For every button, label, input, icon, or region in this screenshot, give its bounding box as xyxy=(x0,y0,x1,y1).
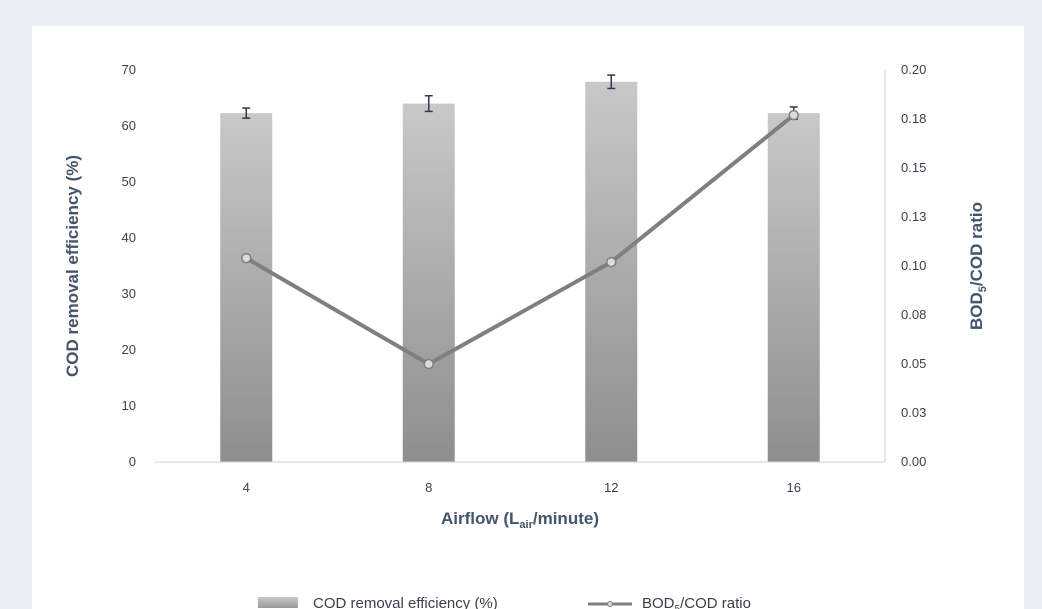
legend-line-label-main: BOD xyxy=(642,595,675,609)
y-right-tick-0.10: 0.10 xyxy=(901,258,926,273)
legend-line-label-end: /COD ratio xyxy=(680,595,751,609)
y-right-tick-0.00: 0.00 xyxy=(901,454,926,469)
y-left-tick-70: 70 xyxy=(122,62,136,77)
x-tick-12: 12 xyxy=(604,480,618,495)
legend: COD removal efficiency (%) BOD5/COD rati… xyxy=(258,595,751,609)
legend-line-marker xyxy=(607,601,613,607)
x-title-sub: air xyxy=(519,519,533,531)
y-right-title-main: BOD xyxy=(967,292,986,330)
legend-line-label: BOD5/COD ratio xyxy=(642,595,751,609)
y-left-tick-0: 0 xyxy=(129,454,136,469)
y-left-tick-50: 50 xyxy=(122,174,136,189)
line-point-8 xyxy=(423,358,434,370)
x-tick-4: 4 xyxy=(243,480,250,495)
legend-bar-swatch xyxy=(258,597,298,608)
y-right-title-end: /COD ratio xyxy=(967,202,986,286)
left-tick-labels: 0 10 20 30 40 50 60 70 xyxy=(122,62,136,469)
y-right-tick-0.05: 0.05 xyxy=(901,356,926,371)
legend-bar-label: COD removal efficiency (%) xyxy=(313,595,498,609)
right-tick-labels: 0.00 0.03 0.05 0.08 0.10 0.13 0.15 0.18 0.20 xyxy=(901,62,926,469)
legend-line-label-sub: 5 xyxy=(675,604,681,609)
line-point-16 xyxy=(788,109,799,121)
error-bars-group xyxy=(242,74,798,121)
line-series-group xyxy=(241,109,799,370)
y-left-tick-40: 40 xyxy=(122,230,136,245)
ratio-line xyxy=(245,113,796,366)
y-left-axis-title: COD removal efficiency (%) xyxy=(63,155,82,377)
chart-svg: 0 10 20 30 40 50 60 70 0.00 0.03 0.05 0.08 0.10 0.13… xyxy=(63,62,989,609)
chart-panel: 0 10 20 30 40 50 60 70 0.00 0.03 0.05 0.08 0.10 0.13… xyxy=(32,26,1024,609)
y-left-tick-30: 30 xyxy=(122,286,136,301)
x-tick-labels: 4 8 12 16 xyxy=(243,480,801,495)
y-right-tick-0.15: 0.15 xyxy=(901,160,926,175)
bar-8 xyxy=(402,103,455,462)
line-point-12 xyxy=(606,256,617,268)
x-tick-8: 8 xyxy=(425,480,432,495)
y-right-tick-0.18: 0.18 xyxy=(901,111,926,126)
y-right-axis-title: BOD5/COD ratio xyxy=(967,202,989,330)
y-left-tick-60: 60 xyxy=(122,118,136,133)
x-axis-title: Airflow (Lair/minute) xyxy=(441,509,599,531)
y-left-tick-20: 20 xyxy=(122,342,136,357)
x-tick-16: 16 xyxy=(787,480,801,495)
x-title-end: /minute) xyxy=(533,509,599,528)
y-right-tick-0.20: 0.20 xyxy=(901,62,926,77)
bar-4 xyxy=(220,113,273,463)
y-right-tick-0.03: 0.03 xyxy=(901,405,926,420)
y-right-tick-0.08: 0.08 xyxy=(901,307,926,322)
y-right-title-sub: 5 xyxy=(977,286,989,292)
y-right-tick-0.13: 0.13 xyxy=(901,209,926,224)
bars-group xyxy=(220,81,820,463)
bar-16 xyxy=(767,113,820,463)
y-left-tick-10: 10 xyxy=(122,398,136,413)
line-point-4 xyxy=(241,252,252,264)
x-title-main: Airflow (L xyxy=(441,509,519,528)
